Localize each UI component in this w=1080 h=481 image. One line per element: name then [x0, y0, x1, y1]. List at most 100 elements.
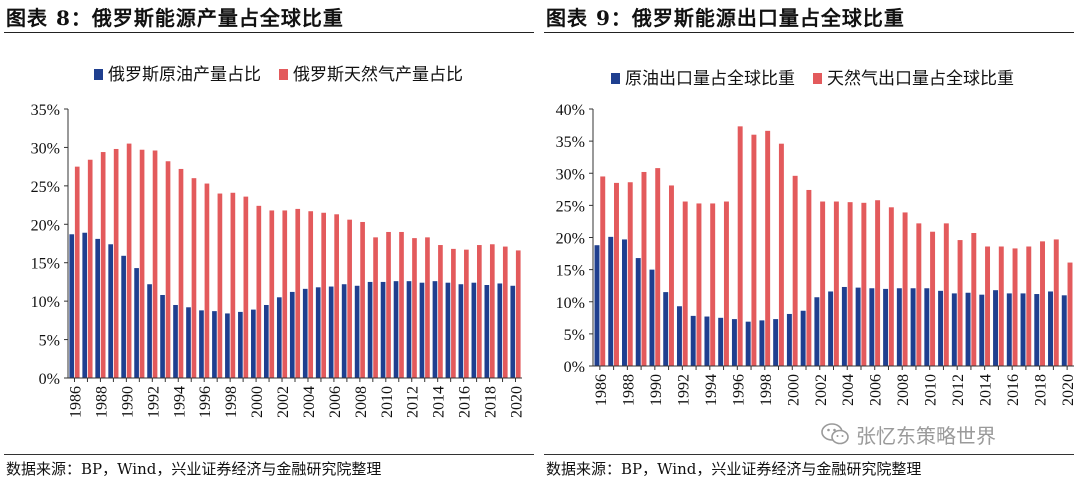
bar-gas-2011 — [399, 231, 404, 378]
bar-gas-2005 — [861, 202, 867, 366]
bar-gas-1990 — [655, 168, 661, 366]
bar-gas-1997 — [751, 134, 757, 366]
bar-oil-2007 — [883, 288, 889, 366]
bar-oil-2011 — [393, 281, 399, 378]
bar-gas-1996 — [204, 183, 210, 378]
bar-oil-2017 — [1020, 293, 1026, 366]
bar-oil-1996 — [731, 319, 737, 366]
bar-oil-1990 — [649, 269, 655, 367]
y-tick-label-0: 0% — [564, 359, 585, 376]
x-tick-label-2020: 2020 — [1060, 374, 1077, 406]
left-source-rule — [4, 454, 534, 455]
bar-gas-2009 — [916, 223, 922, 366]
bar-oil-1995 — [186, 307, 191, 378]
bar-gas-1988 — [100, 152, 106, 378]
y-tick-label-3: 15% — [556, 263, 585, 280]
bar-gas-2001 — [269, 210, 275, 378]
bar-gas-1986 — [74, 166, 80, 378]
bar-gas-2007 — [888, 207, 894, 366]
bar-gas-1991 — [668, 185, 674, 366]
x-tick-label-1996: 1996 — [197, 386, 214, 418]
x-tick-label-1990: 1990 — [648, 374, 665, 406]
bar-gas-2001 — [806, 189, 812, 366]
bar-oil-2019 — [497, 283, 503, 378]
watermark-text: 张忆东策略世界 — [856, 423, 996, 448]
x-tick-label-1986: 1986 — [593, 374, 610, 406]
bar-oil-2002 — [814, 297, 820, 366]
x-tick-label-2000: 2000 — [249, 386, 266, 418]
bar-gas-2009 — [373, 237, 378, 378]
x-tick-label-1988: 1988 — [93, 386, 110, 418]
x-tick-label-1986: 1986 — [67, 386, 84, 418]
bar-gas-2016 — [1012, 248, 1018, 366]
bar-gas-2003 — [833, 201, 839, 366]
left-chart-title: 图表 8：俄罗斯能源产量占全球比重 — [6, 6, 344, 30]
bar-oil-2011 — [938, 290, 944, 366]
y-tick-label-2: 10% — [31, 294, 60, 311]
bar-oil-1988 — [95, 238, 101, 378]
bar-oil-1989 — [108, 244, 113, 378]
bar-gas-2010 — [386, 231, 391, 378]
bar-gas-2019 — [502, 246, 508, 378]
bar-gas-2018 — [489, 244, 495, 378]
x-tick-label-1998: 1998 — [758, 374, 775, 406]
bar-oil-2008 — [896, 288, 902, 366]
x-tick-label-2006: 2006 — [868, 374, 885, 406]
legend-swatch-0 — [611, 73, 620, 84]
bar-gas-2005 — [321, 212, 327, 378]
bar-oil-1992 — [676, 306, 682, 366]
y-tick-label-6: 30% — [31, 140, 60, 157]
x-tick-label-2000: 2000 — [785, 374, 802, 406]
x-tick-label-1994: 1994 — [703, 374, 720, 406]
left-chart-panel: 图表 8：俄罗斯能源产量占全球比重 俄罗斯原油产量占比 俄罗斯天然气产量占比 0% 5… — [4, 6, 534, 478]
x-tick-label-2014: 2014 — [431, 386, 448, 418]
bar-gas-2014 — [438, 245, 443, 378]
bar-gas-2020 — [1067, 262, 1073, 366]
bar-gas-1986 — [600, 176, 606, 366]
x-tick-label-2010: 2010 — [379, 386, 396, 418]
right-chart-panel: 图表 9：俄罗斯能源出口量占全球比重 原油出口量占全球比重 天然气出口量占全球比重… — [540, 0, 1080, 481]
bar-gas-2004 — [847, 202, 853, 366]
bar-gas-2012 — [412, 238, 417, 378]
bar-gas-2015 — [998, 246, 1004, 366]
bar-oil-2003 — [828, 291, 834, 366]
bar-oil-2019 — [1048, 291, 1053, 366]
bar-gas-1991 — [139, 149, 145, 378]
bar-oil-1995 — [718, 317, 724, 366]
x-tick-label-2006: 2006 — [327, 386, 344, 418]
x-tick-label-2004: 2004 — [301, 386, 318, 418]
x-tick-label-2018: 2018 — [1033, 374, 1050, 406]
legend-label-0: 原油出口量占全球比重 — [625, 69, 795, 89]
bar-gas-2013 — [425, 237, 430, 378]
bar-gas-2002 — [820, 201, 826, 366]
right-source-text: 数据来源：BP，Wind，兴业证券经济与金融研究院整理 — [546, 460, 922, 478]
legend-label-1: 俄罗斯天然气产量占比 — [293, 65, 463, 85]
bar-oil-2012 — [406, 281, 412, 378]
x-tick-label-2010: 2010 — [923, 374, 940, 406]
bar-gas-2000 — [256, 205, 262, 378]
y-tick-label-4: 20% — [31, 217, 60, 234]
bar-gas-1992 — [152, 150, 158, 378]
x-tick-label-2020: 2020 — [509, 386, 526, 418]
x-tick-label-1990: 1990 — [119, 386, 136, 418]
bar-oil-2006 — [328, 286, 334, 378]
bar-oil-2003 — [289, 291, 295, 378]
x-tick-label-2018: 2018 — [483, 386, 500, 418]
bar-oil-2006 — [869, 288, 875, 366]
bar-gas-2015 — [451, 248, 456, 378]
bar-oil-2005 — [315, 287, 321, 378]
bar-oil-2010 — [924, 288, 930, 366]
x-tick-label-2012: 2012 — [950, 374, 967, 406]
bar-gas-1998 — [765, 130, 771, 366]
bar-oil-2016 — [1006, 293, 1012, 366]
x-tick-label-1992: 1992 — [675, 374, 692, 406]
bar-gas-1989 — [641, 171, 647, 366]
bar-gas-1987 — [87, 159, 93, 378]
bar-gas-1989 — [113, 148, 119, 378]
y-tick-label-1: 5% — [564, 327, 585, 344]
bar-oil-1998 — [225, 313, 230, 378]
x-tick-label-1994: 1994 — [171, 386, 188, 418]
x-tick-label-1992: 1992 — [145, 386, 162, 418]
x-tick-label-2004: 2004 — [840, 374, 857, 406]
y-tick-label-4: 20% — [556, 231, 585, 248]
